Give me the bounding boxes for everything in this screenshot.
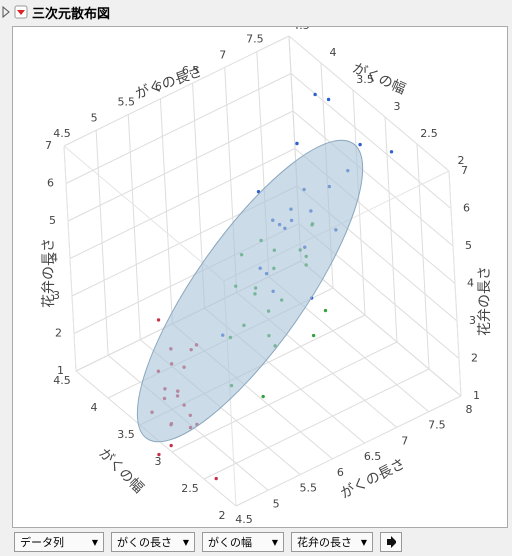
- dropdown-label: データ列: [20, 536, 64, 549]
- header-icons[interactable]: [0, 2, 32, 22]
- tick-label: 3: [394, 100, 401, 113]
- data-point: [313, 92, 317, 97]
- grid-line: [65, 73, 292, 184]
- tick-label: 5.5: [300, 482, 318, 495]
- dropdown-label: がくの長さ: [117, 536, 172, 549]
- tick-label: 3: [53, 289, 60, 302]
- tick-label: 2: [219, 509, 226, 522]
- tick-label: 5: [91, 111, 98, 124]
- grid-line: [203, 368, 430, 480]
- data-point: [323, 308, 328, 313]
- grid-line: [67, 110, 294, 222]
- dropdown[interactable]: がくの長さ ▼: [111, 532, 195, 552]
- tick-label: 2: [55, 327, 62, 340]
- tick-label: 8: [466, 403, 473, 416]
- grid-line: [63, 35, 290, 147]
- data-point: [156, 318, 161, 322]
- header: 三次元散布図: [0, 0, 512, 24]
- grid-line: [292, 110, 454, 247]
- tick-label: 4.5: [235, 513, 253, 526]
- tick-label: 3: [469, 314, 476, 327]
- chart: 4.5 4.5 5 5 5.5 5.5 6 6 6.5 6.5 7 7 7.5 7.5 8 8 2 2 2.5 2.5…: [41, 17, 493, 526]
- tick-label: 3.5: [117, 428, 135, 441]
- tick-label: 6: [463, 202, 470, 215]
- tick-label: 6.5: [364, 450, 382, 463]
- tick-label: 7: [461, 164, 468, 177]
- grid-line: [235, 395, 462, 507]
- grid-line: [171, 341, 398, 453]
- dropdown-label: 花弁の長さ: [297, 536, 352, 549]
- tick-label: 4: [467, 277, 474, 290]
- grid-line: [300, 260, 462, 397]
- axis-title: がくの幅: [96, 446, 147, 497]
- arrow-icon: [387, 536, 396, 548]
- axis-title: 花弁の長さ: [41, 238, 57, 308]
- dropdown[interactable]: データ列 ▼: [14, 532, 104, 552]
- dropdown-label: がくの幅: [208, 536, 252, 549]
- controls: データ列 ▼ がくの長さ ▼ がくの幅 ▼ 花弁の長さ ▼: [14, 532, 402, 552]
- grid-line: [290, 73, 452, 209]
- tick-label: 4.5: [53, 374, 71, 387]
- tick-label: 6.5: [182, 64, 200, 77]
- tick-label: 4: [51, 252, 58, 265]
- tick-label: 2: [458, 154, 465, 167]
- tick-label: 2.5: [420, 127, 438, 140]
- tick-label: 1: [57, 364, 64, 377]
- data-point: [157, 452, 161, 457]
- data-point: [358, 142, 362, 147]
- tick-label: 8: [284, 27, 291, 30]
- tick-label: 7: [219, 48, 226, 61]
- tick-label: 7.5: [246, 33, 264, 46]
- tick-label: 7.5: [428, 419, 446, 432]
- dropdown[interactable]: がくの幅 ▼: [202, 532, 284, 552]
- data-point: [214, 476, 218, 481]
- box-edge: [63, 145, 225, 282]
- tick-label: 7: [45, 139, 52, 152]
- box-edge: [448, 170, 462, 397]
- grid-line: [69, 148, 296, 259]
- tick-label: 2: [471, 352, 478, 365]
- data-point: [295, 141, 299, 146]
- data-point: [326, 97, 331, 102]
- tick-label: 6: [337, 466, 344, 479]
- tick-label: 4.5: [53, 127, 71, 140]
- grid-line: [288, 35, 450, 172]
- tick-label: 5: [49, 214, 56, 227]
- box-edge: [63, 145, 77, 372]
- tick-label: 4: [330, 46, 337, 59]
- axis-title: 花弁の長さ: [477, 266, 493, 336]
- data-point: [261, 394, 265, 399]
- tick-label: 3: [155, 455, 162, 468]
- tick-label: 3.5: [356, 73, 374, 86]
- tick-label: 4: [91, 401, 98, 414]
- plot-frame: 4.5 4.5 5 5 5.5 5.5 6 6 6.5 6.5 7 7 7.5 7.5 8 8 2 2 2.5 2.5…: [12, 17, 508, 528]
- tick-label: 7: [401, 434, 408, 447]
- tick-label: 6: [47, 177, 54, 190]
- tick-label: 1: [473, 389, 480, 402]
- title: 三次元散布図: [32, 6, 111, 22]
- tick-label: 4.5: [292, 27, 310, 32]
- data-point: [311, 333, 316, 338]
- go-button[interactable]: [380, 532, 402, 552]
- dropdown[interactable]: 花弁の長さ ▼: [291, 532, 373, 552]
- tick-label: 5.5: [118, 96, 136, 109]
- tick-label: 5: [273, 497, 280, 510]
- tick-label: 5: [465, 239, 472, 252]
- data-point: [169, 443, 173, 448]
- density-ellipsoid: [136, 139, 364, 443]
- tick-label: 6: [155, 80, 162, 93]
- tick-label: 2.5: [181, 482, 199, 495]
- data-point: [389, 150, 394, 154]
